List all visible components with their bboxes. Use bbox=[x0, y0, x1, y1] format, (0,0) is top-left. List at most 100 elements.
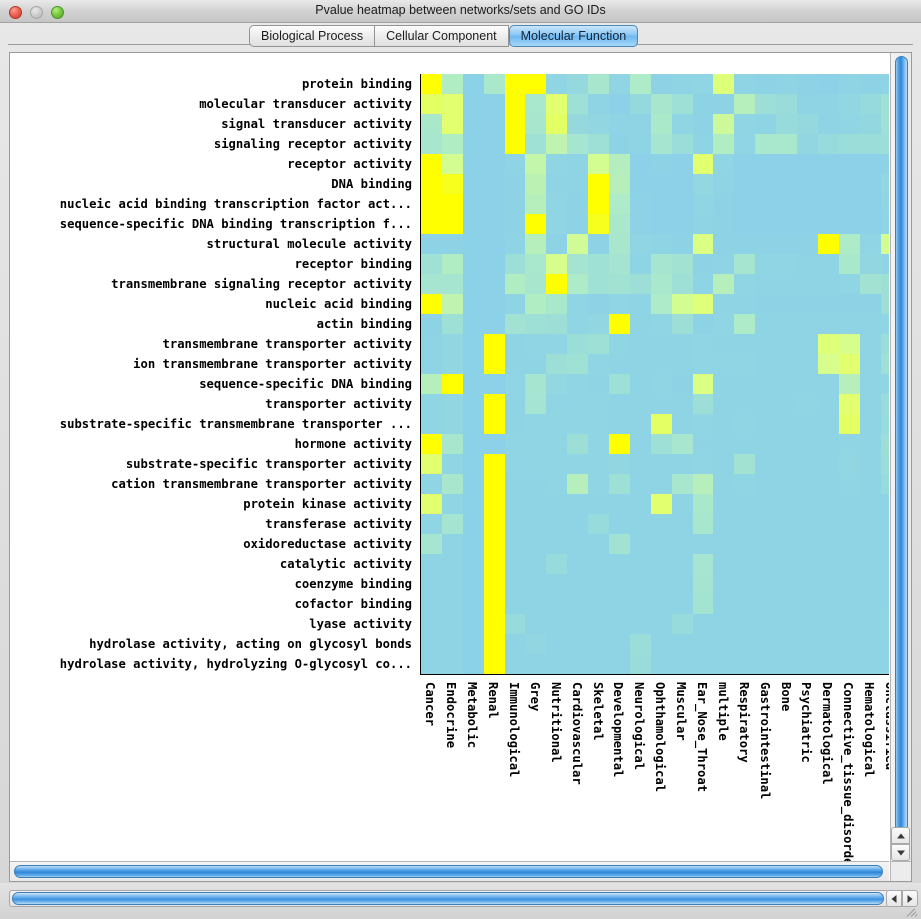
heatmap-cell[interactable] bbox=[650, 494, 672, 514]
heatmap-cell[interactable] bbox=[504, 254, 526, 274]
heatmap-cell[interactable] bbox=[859, 614, 881, 634]
heatmap-cell[interactable] bbox=[838, 354, 860, 374]
heatmap-cell[interactable] bbox=[483, 154, 505, 174]
heatmap-cell[interactable] bbox=[817, 594, 839, 614]
heatmap-cell[interactable] bbox=[567, 614, 589, 634]
heatmap-cell[interactable] bbox=[671, 634, 693, 654]
heatmap-cell[interactable] bbox=[692, 434, 714, 454]
heatmap-cell[interactable] bbox=[713, 474, 735, 494]
heatmap-cell[interactable] bbox=[546, 74, 568, 94]
heatmap-cell[interactable] bbox=[504, 474, 526, 494]
heatmap-cell[interactable] bbox=[713, 614, 735, 634]
heatmap-cell[interactable] bbox=[483, 74, 505, 94]
heatmap-cell[interactable] bbox=[483, 354, 505, 374]
heatmap-cell[interactable] bbox=[441, 394, 463, 414]
heatmap-cell[interactable] bbox=[483, 234, 505, 254]
heatmap-cell[interactable] bbox=[713, 334, 735, 354]
heatmap-cell[interactable] bbox=[755, 654, 777, 674]
heatmap-cell[interactable] bbox=[880, 594, 889, 614]
heatmap-cell[interactable] bbox=[588, 494, 610, 514]
heatmap-cell[interactable] bbox=[483, 114, 505, 134]
heatmap-cell[interactable] bbox=[525, 94, 547, 114]
heatmap-cell[interactable] bbox=[817, 574, 839, 594]
heatmap-cell[interactable] bbox=[462, 94, 484, 114]
heatmap-cell[interactable] bbox=[755, 194, 777, 214]
heatmap-cell[interactable] bbox=[880, 234, 889, 254]
heatmap-cell[interactable] bbox=[671, 614, 693, 634]
heatmap-cell[interactable] bbox=[880, 654, 889, 674]
heatmap-cell[interactable] bbox=[567, 574, 589, 594]
heatmap-cell[interactable] bbox=[671, 274, 693, 294]
heatmap-cell[interactable] bbox=[421, 94, 442, 114]
heatmap-cell[interactable] bbox=[567, 334, 589, 354]
heatmap-cell[interactable] bbox=[421, 174, 442, 194]
heatmap-cell[interactable] bbox=[817, 254, 839, 274]
heatmap-cell[interactable] bbox=[504, 394, 526, 414]
heatmap-cell[interactable] bbox=[441, 474, 463, 494]
heatmap-cell[interactable] bbox=[546, 594, 568, 614]
heatmap-cell[interactable] bbox=[692, 454, 714, 474]
heatmap-cell[interactable] bbox=[546, 294, 568, 314]
heatmap-cell[interactable] bbox=[546, 354, 568, 374]
heatmap-cell[interactable] bbox=[671, 534, 693, 554]
heatmap-cell[interactable] bbox=[629, 454, 651, 474]
heatmap-cell[interactable] bbox=[880, 194, 889, 214]
scroll-down-button[interactable] bbox=[891, 844, 910, 861]
heatmap-cell[interactable] bbox=[838, 134, 860, 154]
heatmap-cell[interactable] bbox=[462, 274, 484, 294]
heatmap-cell[interactable] bbox=[441, 434, 463, 454]
heatmap-cell[interactable] bbox=[859, 414, 881, 434]
heatmap-cell[interactable] bbox=[421, 334, 442, 354]
heatmap-cell[interactable] bbox=[817, 314, 839, 334]
heatmap-cell[interactable] bbox=[692, 374, 714, 394]
heatmap-cell[interactable] bbox=[609, 534, 630, 554]
heatmap-cell[interactable] bbox=[671, 154, 693, 174]
heatmap-cell[interactable] bbox=[713, 414, 735, 434]
heatmap-cell[interactable] bbox=[755, 314, 777, 334]
heatmap-cell[interactable] bbox=[859, 94, 881, 114]
heatmap-cell[interactable] bbox=[525, 554, 547, 574]
heatmap-cell[interactable] bbox=[525, 654, 547, 674]
heatmap-cell[interactable] bbox=[567, 594, 589, 614]
heatmap-cell[interactable] bbox=[588, 314, 610, 334]
heatmap-cell[interactable] bbox=[797, 494, 818, 514]
heatmap-cell[interactable] bbox=[838, 634, 860, 654]
heatmap-cell[interactable] bbox=[546, 614, 568, 634]
heatmap-cell[interactable] bbox=[776, 534, 798, 554]
heatmap-cell[interactable] bbox=[859, 594, 881, 614]
heatmap-cell[interactable] bbox=[859, 254, 881, 274]
heatmap-cell[interactable] bbox=[797, 374, 818, 394]
heatmap-cell[interactable] bbox=[734, 394, 756, 414]
heatmap-cell[interactable] bbox=[734, 454, 756, 474]
heatmap-cell[interactable] bbox=[567, 414, 589, 434]
heatmap-cell[interactable] bbox=[797, 514, 818, 534]
heatmap-cell[interactable] bbox=[755, 394, 777, 414]
heatmap-cell[interactable] bbox=[629, 294, 651, 314]
heatmap-cell[interactable] bbox=[462, 434, 484, 454]
heatmap-cell[interactable] bbox=[671, 114, 693, 134]
heatmap-cell[interactable] bbox=[859, 174, 881, 194]
heatmap-cell[interactable] bbox=[880, 414, 889, 434]
heatmap-cell[interactable] bbox=[797, 634, 818, 654]
heatmap-cell[interactable] bbox=[525, 134, 547, 154]
heatmap-cell[interactable] bbox=[546, 154, 568, 174]
heatmap-cell[interactable] bbox=[776, 134, 798, 154]
heatmap-cell[interactable] bbox=[421, 214, 442, 234]
heatmap-cell[interactable] bbox=[734, 654, 756, 674]
heatmap-cell[interactable] bbox=[797, 194, 818, 214]
heatmap-cell[interactable] bbox=[671, 174, 693, 194]
heatmap-cell[interactable] bbox=[504, 334, 526, 354]
heatmap-cell[interactable] bbox=[817, 94, 839, 114]
heatmap-cell[interactable] bbox=[713, 354, 735, 374]
heatmap-cell[interactable] bbox=[421, 534, 442, 554]
heatmap-cell[interactable] bbox=[776, 574, 798, 594]
heatmap-cell[interactable] bbox=[504, 574, 526, 594]
heatmap-cell[interactable] bbox=[567, 494, 589, 514]
heatmap-cell[interactable] bbox=[797, 574, 818, 594]
heatmap-cell[interactable] bbox=[483, 654, 505, 674]
heatmap-cell[interactable] bbox=[797, 294, 818, 314]
heatmap-cell[interactable] bbox=[483, 474, 505, 494]
heatmap-cell[interactable] bbox=[567, 154, 589, 174]
heatmap-cell[interactable] bbox=[546, 374, 568, 394]
heatmap-cell[interactable] bbox=[629, 254, 651, 274]
